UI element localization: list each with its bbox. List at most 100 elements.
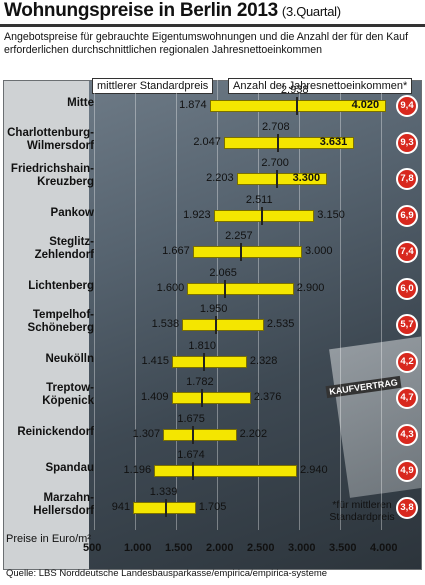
title-text: Wohnungspreise in Berlin 2013	[4, 0, 278, 21]
min-value-label: 941	[111, 500, 131, 513]
min-value-label: 1.667	[162, 245, 190, 257]
gridline	[135, 80, 136, 530]
intro-text: Angebotspreise für gebrauchte Eigentumsw…	[4, 31, 409, 56]
gridline	[94, 80, 95, 530]
income-years-badge: 7,4	[396, 241, 418, 263]
x-tick-label: 1.000	[124, 542, 152, 554]
median-marker	[295, 97, 298, 115]
income-years-badge: 4,3	[396, 423, 418, 446]
median-marker	[192, 425, 195, 444]
median-marker	[224, 279, 227, 298]
median-value-label: 1.674	[177, 449, 205, 461]
chart-area: KAUFVERTRAG	[3, 80, 422, 570]
category-label: Steglitz- Zehlendorf	[34, 236, 94, 261]
category-label: Mitte	[67, 97, 94, 109]
median-marker	[203, 352, 206, 371]
income-years-badge: 6,9	[396, 204, 418, 227]
income-years-badge: 4,7	[396, 387, 418, 409]
x-tick-label: 2.000	[206, 542, 234, 554]
median-value-label: 1.675	[177, 412, 205, 425]
range-bar	[154, 465, 298, 477]
category-label: Spandau	[45, 462, 94, 474]
max-value-label: 4.020	[351, 99, 380, 111]
x-tick-label: 500	[83, 542, 102, 554]
max-value-label: 2.328	[249, 354, 278, 367]
x-tick-label: 4.000	[370, 542, 398, 554]
min-value-label: 1.874	[179, 99, 207, 111]
max-value-label: 2.900	[296, 281, 325, 294]
max-value-label: 2.535	[266, 318, 295, 330]
x-tick-label: 3.500	[329, 542, 357, 554]
range-bar	[133, 501, 196, 514]
median-value-label: 2.257	[225, 230, 253, 242]
min-value-label: 2.203	[206, 172, 234, 184]
income-years-badge: 9,4	[396, 95, 418, 117]
category-label: Pankow	[50, 206, 94, 219]
category-label: Treptow- Köpenick	[42, 382, 94, 407]
median-value-label: 2.065	[209, 266, 237, 279]
median-marker	[276, 170, 279, 188]
median-value-label: 1.782	[186, 376, 214, 388]
gridline	[258, 80, 259, 530]
range-bar	[171, 392, 251, 404]
range-bar	[213, 209, 315, 222]
category-label: Tempelhof- Schöneberg	[27, 309, 94, 334]
page-title: Wohnungspreise in Berlin 2013 (3.Quartal)	[4, 0, 341, 22]
category-label: Friedrichshain- Kreuzberg	[10, 163, 94, 188]
max-value-label: 2.376	[253, 391, 282, 403]
median-value-label: 2.700	[261, 157, 289, 169]
max-value-label: 2.940	[300, 464, 328, 476]
income-years-badge: 3,8	[396, 496, 418, 519]
max-value-label: 3.631	[319, 135, 348, 148]
income-years-badge: 9,3	[396, 131, 418, 154]
median-value-label: 2.938	[280, 84, 309, 96]
min-value-label: 1.538	[151, 318, 180, 330]
title-subtitle: (3.Quartal)	[281, 4, 341, 19]
median-value-label: 1.339	[149, 485, 178, 498]
gridline	[340, 80, 341, 530]
min-value-label: 1.196	[123, 464, 152, 476]
x-tick-label: 2.500	[247, 542, 275, 554]
median-marker	[192, 462, 195, 480]
range-bar	[182, 319, 264, 331]
max-value-label: 1.705	[198, 500, 227, 513]
min-value-label: 2.047	[193, 135, 221, 148]
y-axis-label-text: Preise in Euro/m²	[6, 533, 91, 545]
max-value-label: 3.000	[305, 245, 333, 257]
min-value-label: 1.409	[141, 391, 169, 403]
x-tick-label: 3.000	[288, 542, 316, 554]
range-bar	[192, 246, 302, 258]
y-axis-label: Preise in Euro/m²	[6, 533, 91, 545]
min-value-label: 1.600	[156, 281, 185, 294]
category-label: Neukölln	[45, 352, 94, 365]
median-value-label: 2.708	[262, 120, 290, 133]
x-tick-label: 1.500	[165, 542, 193, 554]
legend-income: Anzahl der Jahresnettoeinkommen*	[228, 78, 413, 94]
source-note: Quelle: LBS Norddeutsche Landesbausparka…	[6, 568, 328, 579]
median-value-label: 1.950	[199, 303, 228, 315]
min-value-label: 1.307	[132, 427, 161, 440]
gridline	[299, 80, 300, 530]
income-years-badge: 4,2	[396, 350, 418, 373]
range-bar	[187, 282, 294, 295]
footnote: *für mittleren Standardpreis	[329, 499, 395, 523]
median-marker	[214, 316, 217, 334]
income-years-badge: 7,8	[396, 168, 418, 190]
range-bar	[236, 173, 327, 185]
title-rule	[0, 24, 425, 27]
income-years-badge: 4,9	[396, 460, 418, 482]
income-years-badge: 6,0	[396, 277, 418, 300]
median-value-label: 1.810	[188, 339, 216, 352]
income-years-badge: 5,7	[396, 314, 418, 336]
category-label: Marzahn- Hellersdorf	[33, 491, 94, 517]
range-bar	[223, 136, 354, 149]
range-bar	[163, 428, 237, 441]
min-value-label: 1.923	[183, 208, 211, 221]
max-value-label: 2.202	[239, 427, 268, 440]
median-marker	[240, 243, 243, 261]
legend-median: mittlerer Standardpreis	[92, 78, 214, 94]
median-marker	[164, 498, 167, 517]
median-marker	[277, 133, 280, 152]
gridline	[381, 80, 382, 530]
category-label: Lichtenberg	[28, 279, 94, 292]
